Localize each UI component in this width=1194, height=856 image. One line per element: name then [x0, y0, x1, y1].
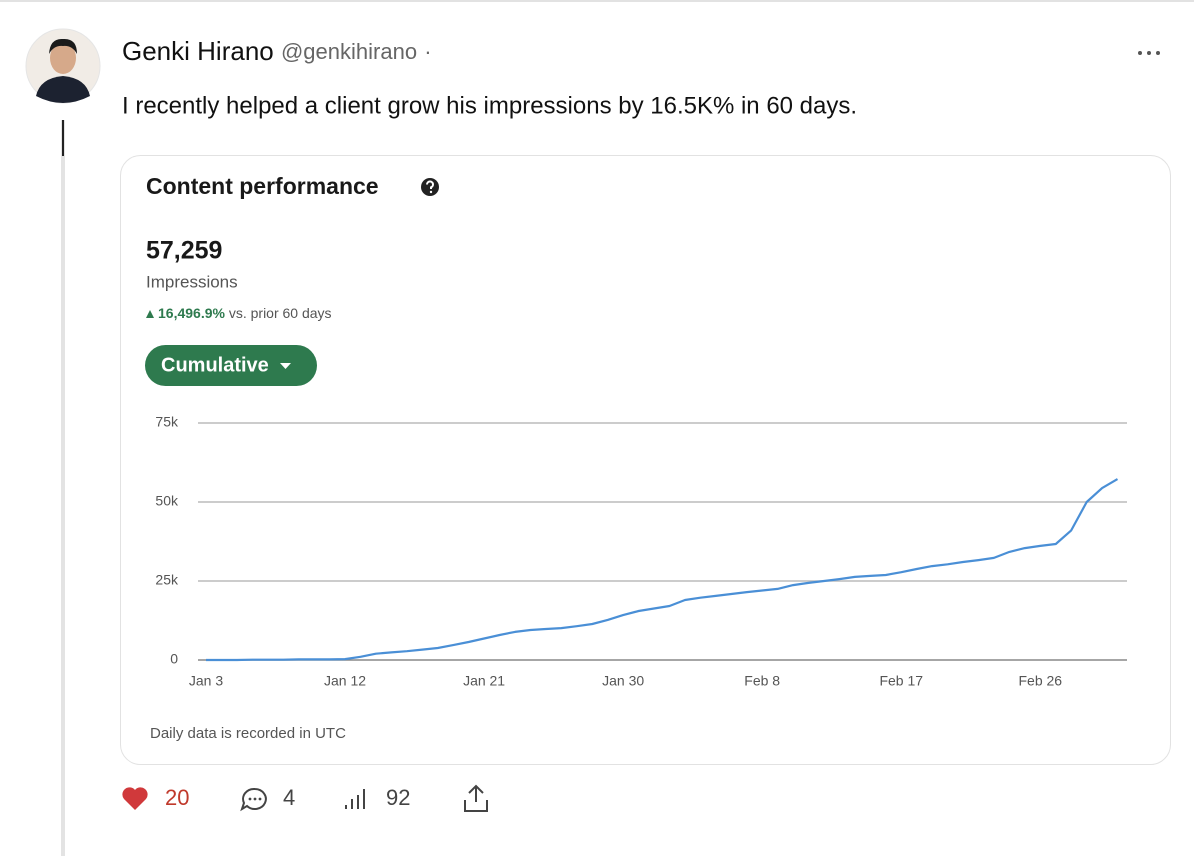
- y-tick-label: 25k: [155, 572, 179, 588]
- dropdown-label: Cumulative: [161, 354, 269, 376]
- post-header: Genki Hirano @genkihirano ·: [122, 36, 432, 66]
- plot: 0 25k 50k 75k Jan 3 Jan 12 Jan 21 Jan 30 Feb 8 Fe…: [155, 414, 1127, 689]
- like-action[interactable]: 20: [122, 785, 189, 810]
- up-arrow: [146, 310, 154, 318]
- more-menu[interactable]: [1138, 51, 1160, 55]
- y-tick-label: 75k: [155, 414, 179, 430]
- change-line: 16,496.9% vs. prior 60 days: [158, 305, 332, 321]
- x-tick-label: Jan 30: [602, 673, 644, 689]
- help-icon: [421, 178, 439, 196]
- share-tray: [464, 800, 488, 812]
- x-tick-label: Jan 12: [324, 673, 366, 689]
- avatar[interactable]: [25, 28, 101, 104]
- footnote: Daily data is recorded in UTC: [150, 725, 346, 742]
- view-count: 92: [386, 785, 410, 810]
- avatar-hair: [49, 38, 77, 54]
- author-name[interactable]: Genki Hirano: [122, 36, 274, 66]
- image-card[interactable]: [120, 155, 1171, 765]
- avatar-body: [36, 76, 90, 103]
- help-dot: [429, 190, 433, 194]
- dot: [248, 797, 252, 801]
- x-tick-label: Jan 3: [189, 673, 223, 689]
- share-arrow: [468, 784, 484, 802]
- share-action[interactable]: [464, 784, 488, 812]
- total: 57,259: [146, 237, 222, 265]
- like-count: 20: [165, 785, 189, 810]
- card-title: Content performance: [146, 173, 379, 199]
- y-tick-label: 50k: [155, 493, 179, 509]
- reply-count: 4: [283, 785, 295, 810]
- metric-label: Impressions: [146, 272, 238, 291]
- heart-icon: [122, 787, 148, 810]
- dot: [1147, 51, 1151, 55]
- reply-action[interactable]: 4: [240, 785, 295, 812]
- x-tick-label: Feb 8: [744, 673, 780, 689]
- x-tick-label: Feb 26: [1019, 673, 1063, 689]
- dot: [1156, 51, 1160, 55]
- series-line: [206, 478, 1119, 662]
- x-tick-label: Feb 17: [879, 673, 923, 689]
- x-tick-label: Jan 21: [463, 673, 505, 689]
- author-handle[interactable]: @genkihirano: [281, 39, 417, 64]
- change-note: vs. prior 60 days: [229, 305, 332, 321]
- separator: ·: [424, 39, 431, 64]
- avatar-face: [50, 42, 76, 74]
- views-action[interactable]: 92: [345, 785, 410, 810]
- y-tick-label: 0: [170, 651, 178, 667]
- dropdown-caret: [280, 363, 291, 369]
- help-glyph: [425, 180, 434, 189]
- comment-icon: [240, 787, 267, 812]
- dot: [253, 797, 257, 801]
- dropdown-button[interactable]: [145, 345, 317, 386]
- dot: [258, 797, 262, 801]
- dot: [1138, 51, 1142, 55]
- change: 16,496.9%: [158, 305, 225, 321]
- post-text: I recently helped a client grow his impr…: [122, 92, 857, 119]
